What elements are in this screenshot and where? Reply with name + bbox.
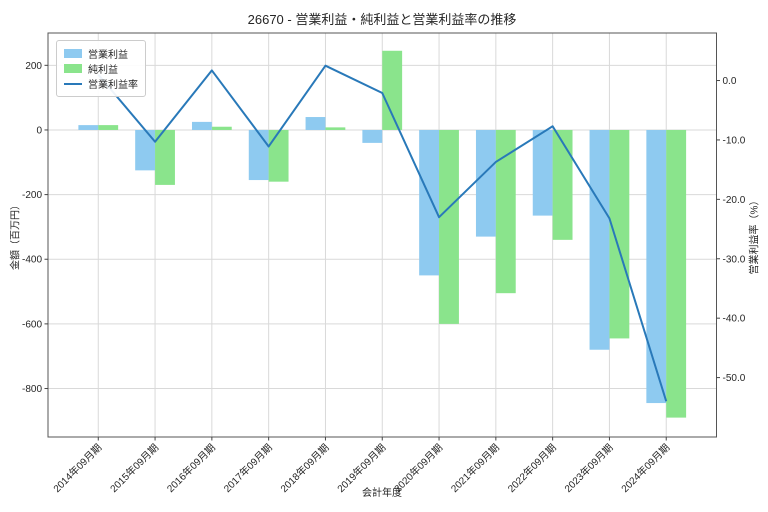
bar-net-profit-2018年09月期	[325, 127, 346, 130]
y-tick-label-left: -400	[22, 255, 42, 266]
bar-operating-profit-2015年09月期	[135, 129, 156, 171]
bar-net-profit-2016年09月期	[211, 126, 232, 130]
bar-net-profit-2022年09月期	[552, 129, 573, 240]
legend-label: 営業利益	[88, 50, 128, 61]
y-tick-label-left: 200	[25, 61, 42, 72]
legend-item-net-profit: 純利益	[64, 61, 138, 76]
legend-item-operating-margin: 営業利益率	[64, 76, 138, 91]
bar-operating-profit-2017年09月期	[248, 129, 269, 181]
y-tick-label-left: 0	[36, 125, 42, 136]
y-tick-label-left: -600	[22, 319, 42, 330]
bar-operating-profit-2018年09月期	[305, 117, 326, 130]
bar-operating-profit-2023年09月期	[589, 129, 610, 350]
y-tick-label-left: -200	[22, 190, 42, 201]
operating-margin-line	[97, 64, 668, 402]
legend-swatch-bar-icon	[64, 64, 82, 73]
bar-net-profit-2023年09月期	[609, 129, 630, 339]
bar-operating-profit-2014年09月期	[78, 125, 99, 130]
legend-swatch-bar-icon	[64, 49, 82, 58]
chart-title: 26670 - 営業利益・純利益と営業利益率の推移	[247, 12, 517, 27]
bar-net-profit-2024年09月期	[666, 129, 687, 418]
x-axis-label: 会計年度	[362, 488, 402, 499]
bar-net-profit-2014年09月期	[98, 125, 119, 130]
bar-operating-profit-2022年09月期	[532, 129, 553, 216]
legend-label: 純利益	[88, 65, 118, 76]
legend-label: 営業利益率	[88, 80, 138, 91]
bar-net-profit-2020年09月期	[439, 129, 459, 324]
legend-swatch-line-icon	[64, 82, 82, 85]
y-tick-label-right: -30.0	[723, 254, 746, 265]
y-tick-label-right: 0.0	[723, 76, 737, 87]
bar-net-profit-2015年09月期	[155, 129, 175, 185]
y-tick-label-left: -800	[22, 384, 42, 395]
bar-operating-profit-2021年09月期	[475, 129, 496, 237]
y-tick-label-right: -10.0	[723, 135, 746, 146]
bar-net-profit-2017年09月期	[268, 129, 289, 182]
y-tick-label-right: -40.0	[723, 314, 746, 325]
bar-operating-profit-2019年09月期	[362, 129, 383, 143]
bar-net-profit-2021年09月期	[495, 129, 516, 294]
bar-net-profit-2019年09月期	[382, 50, 403, 130]
y-axis-label-right: 営業利益率（%）	[749, 195, 761, 275]
bar-operating-profit-2024年09月期	[646, 129, 667, 404]
bar-operating-profit-2016年09月期	[191, 121, 212, 130]
legend-item-operating-profit: 営業利益	[64, 46, 138, 61]
y-axis-label-left: 金額（百万円）	[10, 200, 22, 270]
legend: 営業利益 純利益 営業利益率	[56, 40, 146, 97]
y-tick-label-right: -20.0	[723, 195, 746, 206]
y-tick-label-right: -50.0	[723, 373, 746, 384]
bar-operating-profit-2020年09月期	[419, 129, 440, 276]
